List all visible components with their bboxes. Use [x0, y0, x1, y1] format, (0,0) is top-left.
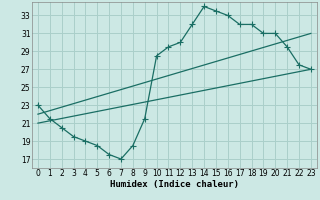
- X-axis label: Humidex (Indice chaleur): Humidex (Indice chaleur): [110, 180, 239, 189]
